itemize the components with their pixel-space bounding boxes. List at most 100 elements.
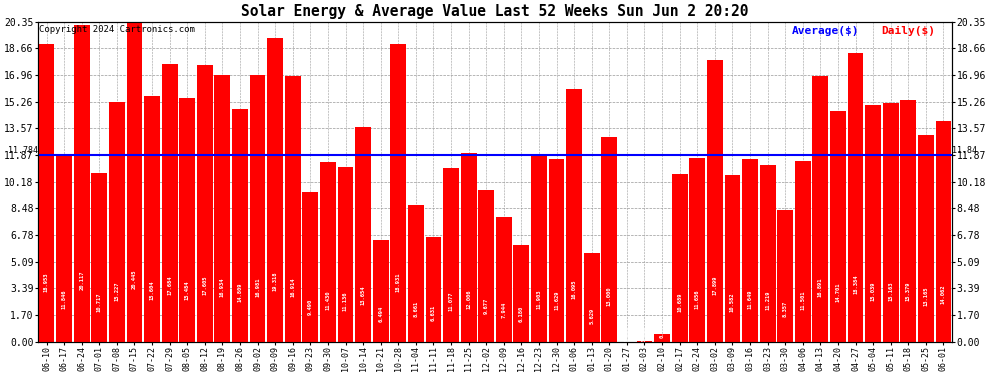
- Bar: [302, 192, 318, 342]
- Text: 14.809: 14.809: [238, 282, 243, 302]
- Bar: [161, 64, 177, 342]
- Bar: [936, 121, 951, 342]
- Text: 15.227: 15.227: [115, 282, 120, 301]
- Text: 16.914: 16.914: [290, 278, 295, 297]
- Bar: [689, 158, 705, 342]
- Bar: [249, 75, 265, 342]
- Bar: [320, 162, 336, 342]
- Text: 12.006: 12.006: [466, 289, 471, 309]
- Bar: [830, 111, 845, 342]
- Bar: [390, 44, 406, 342]
- Text: 14.701: 14.701: [836, 283, 841, 302]
- Text: 9.490: 9.490: [308, 298, 313, 315]
- Text: 11.077: 11.077: [448, 291, 453, 311]
- Bar: [725, 175, 741, 342]
- Text: 17.899: 17.899: [713, 275, 718, 295]
- Bar: [496, 217, 512, 342]
- Text: 11.846: 11.846: [61, 290, 66, 309]
- Bar: [460, 153, 476, 342]
- Bar: [531, 154, 546, 342]
- Bar: [918, 135, 934, 342]
- Text: 0.000: 0.000: [625, 326, 630, 342]
- Text: 18.931: 18.931: [396, 273, 401, 292]
- Bar: [39, 44, 54, 342]
- Bar: [672, 174, 688, 342]
- Text: 15.484: 15.484: [185, 281, 190, 300]
- Title: Solar Energy & Average Value Last 52 Weeks Sun Jun 2 20:20: Solar Energy & Average Value Last 52 Wee…: [242, 4, 748, 19]
- Text: 9.677: 9.677: [484, 298, 489, 314]
- Text: Copyright 2024 Cartronics.com: Copyright 2024 Cartronics.com: [39, 25, 194, 34]
- Text: 11.430: 11.430: [326, 291, 331, 310]
- Text: 17.684: 17.684: [167, 276, 172, 295]
- Text: 13.000: 13.000: [607, 287, 612, 306]
- Bar: [795, 161, 811, 342]
- Bar: [759, 165, 775, 342]
- Text: 15.379: 15.379: [906, 281, 911, 301]
- Bar: [355, 127, 371, 342]
- Text: 11.501: 11.501: [800, 290, 805, 310]
- Bar: [127, 20, 143, 342]
- Text: 16.095: 16.095: [571, 279, 576, 299]
- Text: 11.656: 11.656: [695, 290, 700, 309]
- Text: 16.934: 16.934: [220, 278, 225, 297]
- Bar: [56, 155, 72, 342]
- Text: 18.384: 18.384: [853, 274, 858, 294]
- Text: 13.654: 13.654: [360, 285, 365, 305]
- Bar: [901, 100, 916, 342]
- Bar: [426, 237, 442, 342]
- Bar: [145, 96, 160, 342]
- Bar: [742, 159, 758, 342]
- Text: Average($): Average($): [792, 26, 859, 36]
- Bar: [654, 334, 670, 342]
- Bar: [408, 206, 424, 342]
- Bar: [285, 76, 301, 342]
- Bar: [197, 65, 213, 342]
- Text: 17.605: 17.605: [202, 276, 207, 296]
- Text: 10.717: 10.717: [97, 292, 102, 312]
- Text: 11.84: 11.84: [952, 146, 977, 155]
- Bar: [373, 240, 389, 342]
- Text: 13.165: 13.165: [924, 286, 929, 306]
- Text: 11.784: 11.784: [8, 146, 38, 155]
- Bar: [847, 53, 863, 342]
- Bar: [109, 102, 125, 342]
- Text: 0.470: 0.470: [659, 322, 664, 338]
- Text: 8.661: 8.661: [414, 300, 419, 316]
- Text: 11.219: 11.219: [765, 291, 770, 310]
- Bar: [601, 137, 617, 342]
- Text: 18.953: 18.953: [44, 273, 49, 292]
- Bar: [777, 210, 793, 342]
- Bar: [584, 253, 600, 342]
- Bar: [91, 173, 107, 342]
- Text: 15.039: 15.039: [870, 282, 875, 302]
- Text: 15.163: 15.163: [888, 282, 893, 301]
- Text: 16.891: 16.891: [818, 278, 823, 297]
- Text: Daily($): Daily($): [881, 26, 936, 36]
- Text: 6.180: 6.180: [519, 306, 524, 322]
- Bar: [215, 75, 231, 342]
- Bar: [232, 109, 248, 342]
- Text: 19.318: 19.318: [272, 272, 277, 291]
- Text: 10.582: 10.582: [730, 292, 735, 312]
- Text: 16.981: 16.981: [255, 278, 260, 297]
- Bar: [514, 244, 530, 342]
- Bar: [478, 189, 494, 342]
- Bar: [883, 103, 899, 342]
- Bar: [338, 166, 353, 342]
- Text: 6.494: 6.494: [378, 305, 383, 322]
- Text: 14.062: 14.062: [941, 284, 946, 304]
- Text: 11.649: 11.649: [747, 290, 752, 309]
- Text: 11.903: 11.903: [537, 290, 542, 309]
- Text: 20.117: 20.117: [79, 270, 84, 290]
- Text: 10.689: 10.689: [677, 292, 682, 312]
- Bar: [444, 168, 459, 342]
- Text: 0.013: 0.013: [642, 326, 647, 342]
- Bar: [707, 60, 723, 342]
- Text: 11.136: 11.136: [343, 291, 348, 311]
- Text: 20.445: 20.445: [132, 269, 137, 289]
- Bar: [566, 88, 582, 342]
- Text: 8.357: 8.357: [783, 301, 788, 317]
- Text: 7.944: 7.944: [501, 302, 506, 318]
- Bar: [267, 38, 283, 342]
- Bar: [865, 105, 881, 342]
